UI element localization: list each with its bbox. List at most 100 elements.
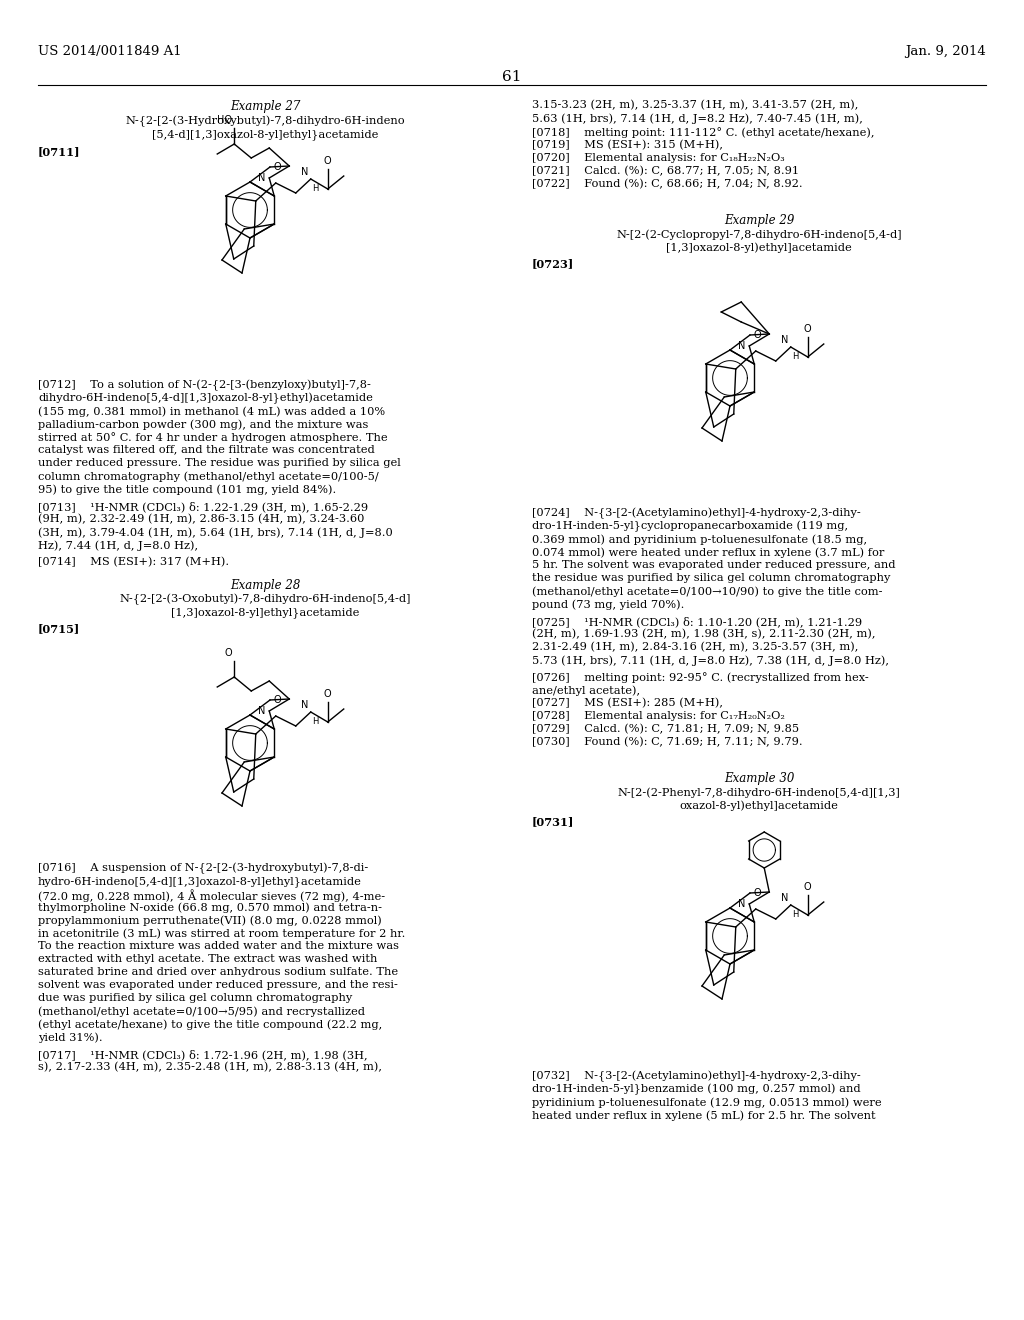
Text: Hz), 7.44 (1H, d, J=8.0 Hz),: Hz), 7.44 (1H, d, J=8.0 Hz), bbox=[38, 540, 198, 550]
Text: H: H bbox=[311, 717, 318, 726]
Text: [0732]    N-{3-[2-(Acetylamino)ethyl]-4-hydroxy-2,3-dihy-: [0732] N-{3-[2-(Acetylamino)ethyl]-4-hyd… bbox=[532, 1071, 861, 1082]
Text: [0730]    Found (%): C, 71.69; H, 7.11; N, 9.79.: [0730] Found (%): C, 71.69; H, 7.11; N, … bbox=[532, 737, 803, 747]
Text: O: O bbox=[324, 689, 332, 700]
Text: H: H bbox=[311, 183, 318, 193]
Text: Example 27: Example 27 bbox=[229, 100, 300, 114]
Text: [0731]: [0731] bbox=[532, 816, 574, 828]
Text: (72.0 mg, 0.228 mmol), 4 Å molecular sieves (72 mg), 4-me-: (72.0 mg, 0.228 mmol), 4 Å molecular sie… bbox=[38, 888, 385, 902]
Text: (9H, m), 2.32-2.49 (1H, m), 2.86-3.15 (4H, m), 3.24-3.60: (9H, m), 2.32-2.49 (1H, m), 2.86-3.15 (4… bbox=[38, 513, 365, 524]
Text: stirred at 50° C. for 4 hr under a hydrogen atmosphere. The: stirred at 50° C. for 4 hr under a hydro… bbox=[38, 432, 388, 444]
Text: [0715]: [0715] bbox=[38, 623, 80, 634]
Text: (methanol/ethyl acetate=0/100→5/95) and recrystallized: (methanol/ethyl acetate=0/100→5/95) and … bbox=[38, 1006, 365, 1016]
Text: catalyst was filtered off, and the filtrate was concentrated: catalyst was filtered off, and the filtr… bbox=[38, 445, 375, 455]
Text: saturated brine and dried over anhydrous sodium sulfate. The: saturated brine and dried over anhydrous… bbox=[38, 968, 398, 977]
Text: (155 mg, 0.381 mmol) in methanol (4 mL) was added a 10%: (155 mg, 0.381 mmol) in methanol (4 mL) … bbox=[38, 407, 385, 417]
Text: heated under reflux in xylene (5 mL) for 2.5 hr. The solvent: heated under reflux in xylene (5 mL) for… bbox=[532, 1110, 876, 1121]
Text: (2H, m), 1.69-1.93 (2H, m), 1.98 (3H, s), 2.11-2.30 (2H, m),: (2H, m), 1.69-1.93 (2H, m), 1.98 (3H, s)… bbox=[532, 630, 876, 639]
Text: [0726]    melting point: 92-95° C. (recrystallized from hex-: [0726] melting point: 92-95° C. (recryst… bbox=[532, 672, 868, 682]
Text: yield 31%).: yield 31%). bbox=[38, 1032, 102, 1043]
Text: 2.31-2.49 (1H, m), 2.84-3.16 (2H, m), 3.25-3.57 (3H, m),: 2.31-2.49 (1H, m), 2.84-3.16 (2H, m), 3.… bbox=[532, 642, 858, 652]
Text: 61: 61 bbox=[502, 70, 522, 84]
Text: [0719]    MS (ESI+): 315 (M+H),: [0719] MS (ESI+): 315 (M+H), bbox=[532, 140, 723, 150]
Text: H: H bbox=[792, 352, 798, 360]
Text: O: O bbox=[804, 323, 812, 334]
Text: oxazol-8-yl)ethyl]acetamide: oxazol-8-yl)ethyl]acetamide bbox=[680, 800, 839, 810]
Text: s), 2.17-2.33 (4H, m), 2.35-2.48 (1H, m), 2.88-3.13 (4H, m),: s), 2.17-2.33 (4H, m), 2.35-2.48 (1H, m)… bbox=[38, 1063, 382, 1072]
Text: US 2014/0011849 A1: US 2014/0011849 A1 bbox=[38, 45, 181, 58]
Text: 5.63 (1H, brs), 7.14 (1H, d, J=8.2 Hz), 7.40-7.45 (1H, m),: 5.63 (1H, brs), 7.14 (1H, d, J=8.2 Hz), … bbox=[532, 114, 863, 124]
Text: N-[2-(2-Phenyl-7,8-dihydro-6H-indeno[5,4-d][1,3]: N-[2-(2-Phenyl-7,8-dihydro-6H-indeno[5,4… bbox=[617, 787, 900, 797]
Text: thylmorpholine N-oxide (66.8 mg, 0.570 mmol) and tetra-n-: thylmorpholine N-oxide (66.8 mg, 0.570 m… bbox=[38, 902, 382, 912]
Text: H: H bbox=[792, 909, 798, 919]
Text: 5.73 (1H, brs), 7.11 (1H, d, J=8.0 Hz), 7.38 (1H, d, J=8.0 Hz),: 5.73 (1H, brs), 7.11 (1H, d, J=8.0 Hz), … bbox=[532, 655, 889, 665]
Text: [0724]    N-{3-[2-(Acetylamino)ethyl]-4-hydroxy-2,3-dihy-: [0724] N-{3-[2-(Acetylamino)ethyl]-4-hyd… bbox=[532, 508, 861, 519]
Text: [0729]    Calcd. (%): C, 71.81; H, 7.09; N, 9.85: [0729] Calcd. (%): C, 71.81; H, 7.09; N,… bbox=[532, 723, 799, 734]
Text: [0723]: [0723] bbox=[532, 257, 574, 269]
Text: 3.15-3.23 (2H, m), 3.25-3.37 (1H, m), 3.41-3.57 (2H, m),: 3.15-3.23 (2H, m), 3.25-3.37 (1H, m), 3.… bbox=[532, 100, 858, 111]
Text: N: N bbox=[301, 168, 309, 177]
Text: the residue was purified by silica gel column chromatography: the residue was purified by silica gel c… bbox=[532, 573, 891, 583]
Text: under reduced pressure. The residue was purified by silica gel: under reduced pressure. The residue was … bbox=[38, 458, 400, 469]
Text: Jan. 9, 2014: Jan. 9, 2014 bbox=[905, 45, 986, 58]
Text: O: O bbox=[224, 648, 232, 657]
Text: [5,4-d][1,3]oxazol-8-yl]ethyl}acetamide: [5,4-d][1,3]oxazol-8-yl]ethyl}acetamide bbox=[152, 129, 378, 140]
Text: [0716]    A suspension of N-{2-[2-(3-hydroxybutyl)-7,8-di-: [0716] A suspension of N-{2-[2-(3-hydrox… bbox=[38, 863, 369, 874]
Text: hydro-6H-indeno[5,4-d][1,3]oxazol-8-yl]ethyl}acetamide: hydro-6H-indeno[5,4-d][1,3]oxazol-8-yl]e… bbox=[38, 876, 361, 887]
Text: 0.369 mmol) and pyridinium p-toluenesulfonate (18.5 mg,: 0.369 mmol) and pyridinium p-toluenesulf… bbox=[532, 535, 867, 545]
Text: N: N bbox=[781, 335, 788, 345]
Text: dihydro-6H-indeno[5,4-d][1,3]oxazol-8-yl}ethyl)acetamide: dihydro-6H-indeno[5,4-d][1,3]oxazol-8-yl… bbox=[38, 393, 373, 404]
Text: due was purified by silica gel column chromatography: due was purified by silica gel column ch… bbox=[38, 993, 352, 1003]
Text: [0725]    ¹H-NMR (CDCl₃) δ: 1.10-1.20 (2H, m), 1.21-1.29: [0725] ¹H-NMR (CDCl₃) δ: 1.10-1.20 (2H, … bbox=[532, 616, 862, 627]
Text: propylammonium perruthenate(VII) (8.0 mg, 0.0228 mmol): propylammonium perruthenate(VII) (8.0 mg… bbox=[38, 915, 382, 925]
Text: N-{2-[2-(3-Oxobutyl)-7,8-dihydro-6H-indeno[5,4-d]: N-{2-[2-(3-Oxobutyl)-7,8-dihydro-6H-inde… bbox=[119, 594, 411, 606]
Text: N: N bbox=[781, 894, 788, 903]
Text: [0714]    MS (ESI+): 317 (M+H).: [0714] MS (ESI+): 317 (M+H). bbox=[38, 557, 229, 568]
Text: O: O bbox=[274, 162, 282, 172]
Text: N: N bbox=[258, 706, 265, 715]
Text: extracted with ethyl acetate. The extract was washed with: extracted with ethyl acetate. The extrac… bbox=[38, 954, 378, 964]
Text: N: N bbox=[301, 700, 309, 710]
Text: [0722]    Found (%): C, 68.66; H, 7.04; N, 8.92.: [0722] Found (%): C, 68.66; H, 7.04; N, … bbox=[532, 180, 803, 189]
Text: N: N bbox=[258, 173, 265, 183]
Text: O: O bbox=[804, 882, 812, 892]
Text: [0721]    Calcd. (%): C, 68.77; H, 7.05; N, 8.91: [0721] Calcd. (%): C, 68.77; H, 7.05; N,… bbox=[532, 166, 799, 177]
Text: (methanol/ethyl acetate=0/100→10/90) to give the title com-: (methanol/ethyl acetate=0/100→10/90) to … bbox=[532, 586, 883, 597]
Text: O: O bbox=[754, 888, 762, 898]
Text: pyridinium p-toluenesulfonate (12.9 mg, 0.0513 mmol) were: pyridinium p-toluenesulfonate (12.9 mg, … bbox=[532, 1097, 882, 1107]
Text: (3H, m), 3.79-4.04 (1H, m), 5.64 (1H, brs), 7.14 (1H, d, J=8.0: (3H, m), 3.79-4.04 (1H, m), 5.64 (1H, br… bbox=[38, 527, 393, 537]
Text: [0713]    ¹H-NMR (CDCl₃) δ: 1.22-1.29 (3H, m), 1.65-2.29: [0713] ¹H-NMR (CDCl₃) δ: 1.22-1.29 (3H, … bbox=[38, 502, 368, 512]
Text: dro-1H-inden-5-yl}benzamide (100 mg, 0.257 mmol) and: dro-1H-inden-5-yl}benzamide (100 mg, 0.2… bbox=[532, 1084, 860, 1096]
Text: dro-1H-inden-5-yl}cyclopropanecarboxamide (119 mg,: dro-1H-inden-5-yl}cyclopropanecarboxamid… bbox=[532, 521, 848, 532]
Text: N-[2-(2-Cyclopropyl-7,8-dihydro-6H-indeno[5,4-d]: N-[2-(2-Cyclopropyl-7,8-dihydro-6H-inden… bbox=[616, 228, 902, 239]
Text: HO: HO bbox=[217, 115, 232, 125]
Text: 0.074 mmol) were heated under reflux in xylene (3.7 mL) for: 0.074 mmol) were heated under reflux in … bbox=[532, 546, 885, 557]
Text: pound (73 mg, yield 70%).: pound (73 mg, yield 70%). bbox=[532, 599, 684, 610]
Text: [0720]    Elemental analysis: for C₁₈H₂₂N₂O₃: [0720] Elemental analysis: for C₁₈H₂₂N₂O… bbox=[532, 153, 784, 162]
Text: Example 29: Example 29 bbox=[724, 214, 795, 227]
Text: N: N bbox=[738, 899, 745, 909]
Text: [0711]: [0711] bbox=[38, 147, 81, 157]
Text: [1,3]oxazol-8-yl)ethyl]acetamide: [1,3]oxazol-8-yl)ethyl]acetamide bbox=[667, 242, 852, 252]
Text: column chromatography (methanol/ethyl acetate=0/100-5/: column chromatography (methanol/ethyl ac… bbox=[38, 471, 379, 482]
Text: Example 28: Example 28 bbox=[229, 579, 300, 591]
Text: Example 30: Example 30 bbox=[724, 772, 795, 785]
Text: palladium-carbon powder (300 mg), and the mixture was: palladium-carbon powder (300 mg), and th… bbox=[38, 418, 369, 429]
Text: [0718]    melting point: 111-112° C. (ethyl acetate/hexane),: [0718] melting point: 111-112° C. (ethyl… bbox=[532, 127, 874, 137]
Text: in acetonitrile (3 mL) was stirred at room temperature for 2 hr.: in acetonitrile (3 mL) was stirred at ro… bbox=[38, 928, 406, 939]
Text: [0728]    Elemental analysis: for C₁₇H₂₀N₂O₂: [0728] Elemental analysis: for C₁₇H₂₀N₂O… bbox=[532, 711, 784, 721]
Text: solvent was evaporated under reduced pressure, and the resi-: solvent was evaporated under reduced pre… bbox=[38, 979, 398, 990]
Text: [1,3]oxazol-8-yl]ethyl}acetamide: [1,3]oxazol-8-yl]ethyl}acetamide bbox=[171, 607, 359, 618]
Text: O: O bbox=[754, 330, 762, 341]
Text: To the reaction mixture was added water and the mixture was: To the reaction mixture was added water … bbox=[38, 941, 399, 950]
Text: [0712]    To a solution of N-(2-{2-[3-(benzyloxy)butyl]-7,8-: [0712] To a solution of N-(2-{2-[3-(benz… bbox=[38, 380, 371, 391]
Text: [0727]    MS (ESI+): 285 (M+H),: [0727] MS (ESI+): 285 (M+H), bbox=[532, 698, 723, 709]
Text: 5 hr. The solvent was evaporated under reduced pressure, and: 5 hr. The solvent was evaporated under r… bbox=[532, 560, 896, 570]
Text: N-{2-[2-(3-Hydroxybutyl)-7,8-dihydro-6H-indeno: N-{2-[2-(3-Hydroxybutyl)-7,8-dihydro-6H-… bbox=[125, 116, 404, 127]
Text: O: O bbox=[324, 156, 332, 166]
Text: [0717]    ¹H-NMR (CDCl₃) δ: 1.72-1.96 (2H, m), 1.98 (3H,: [0717] ¹H-NMR (CDCl₃) δ: 1.72-1.96 (2H, … bbox=[38, 1049, 368, 1060]
Text: ane/ethyl acetate),: ane/ethyl acetate), bbox=[532, 685, 640, 696]
Text: O: O bbox=[274, 696, 282, 705]
Text: N: N bbox=[738, 341, 745, 351]
Text: 95) to give the title compound (101 mg, yield 84%).: 95) to give the title compound (101 mg, … bbox=[38, 484, 336, 495]
Text: (ethyl acetate/hexane) to give the title compound (22.2 mg,: (ethyl acetate/hexane) to give the title… bbox=[38, 1019, 382, 1030]
